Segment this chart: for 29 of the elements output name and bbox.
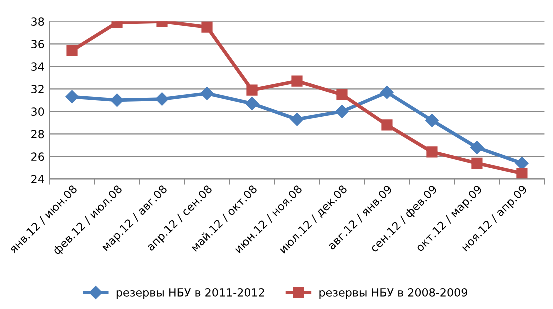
point [470, 141, 484, 154]
point [292, 76, 303, 87]
point [380, 86, 394, 100]
point [202, 22, 213, 33]
y-tick-label: 26 [32, 152, 44, 162]
point [426, 114, 439, 128]
y-tick-label: 32 [32, 85, 44, 94]
y-tick-label: 38 [32, 18, 44, 26]
point [516, 168, 528, 180]
point [246, 84, 258, 96]
point [472, 158, 483, 170]
y-tick-label: 36 [32, 40, 44, 49]
point [290, 112, 304, 126]
legend-label: резервы НБУ в 2011-2012 [116, 288, 264, 299]
point [246, 97, 259, 110]
point [426, 146, 438, 158]
y-tick-label: 34 [32, 62, 44, 72]
point [66, 90, 79, 104]
y-tick-label: 30 [32, 108, 44, 116]
y-tick-label: 28 [32, 130, 44, 139]
point [336, 105, 349, 118]
point [110, 94, 124, 108]
legend-label: резервы НБУ в 2008-2009 [320, 288, 468, 299]
point [382, 120, 393, 131]
point [156, 92, 169, 106]
y-tick-label: 24 [32, 175, 44, 184]
point [336, 89, 348, 100]
point [200, 87, 214, 100]
point [66, 45, 78, 56]
